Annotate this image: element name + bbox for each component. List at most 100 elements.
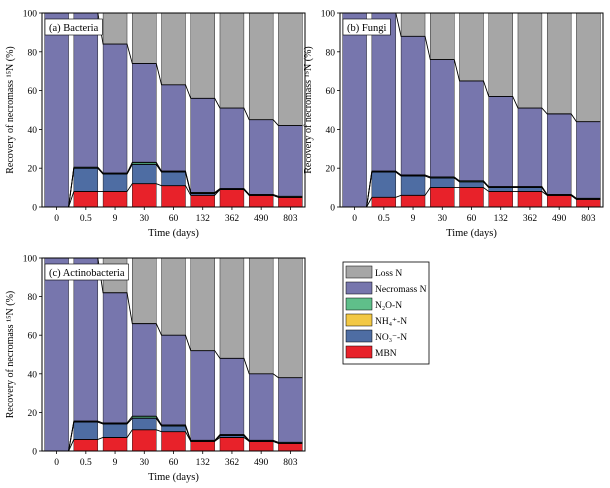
bar-segment-lossn-60 — [161, 12, 186, 85]
bar-segment-lossn-60 — [459, 12, 484, 82]
bar-segment-necromassn-0.5 — [371, 12, 397, 172]
bar-segment-non-60 — [161, 171, 186, 186]
bar-segment-necromassn-132 — [190, 98, 215, 193]
bar-segment-lossn-132 — [190, 12, 215, 99]
x-tick-label: 30 — [140, 214, 150, 224]
y-tick-label: 100 — [23, 255, 38, 265]
bar-segment-non-60 — [459, 181, 484, 188]
bar-segment-mbn-490 — [248, 195, 274, 208]
legend-swatch-necro — [345, 281, 373, 295]
x-tick-label: 0.5 — [80, 214, 92, 224]
legend-label-no3: NO₃⁻-N — [375, 333, 407, 343]
panel-fungi: 0 20 40 60 80 100 0 0.5 9 30 60 132 362 490 803 Time (d… — [303, 10, 604, 239]
bar-segment-necromassn-490 — [248, 373, 274, 441]
connector-line-nhn — [44, 163, 303, 208]
bar-segment-lossn-362 — [219, 12, 245, 109]
y-axis-label: Recovery of necromass ¹⁵N (%) — [303, 46, 314, 174]
bar-segment-non-0.5 — [371, 171, 397, 198]
bar-segment-necromassn-362 — [517, 107, 543, 187]
bar-segment-mbn-0.5 — [371, 197, 397, 208]
x-axis-label: Time (days) — [446, 228, 497, 239]
bar-segment-mbn-9 — [102, 437, 128, 452]
bar-segment-mbn-132 — [190, 441, 215, 452]
bar-segment-non-0.5 — [73, 421, 99, 440]
x-tick-label: 132 — [196, 214, 211, 224]
bar-segment-lossn-490 — [248, 257, 274, 375]
connector-line-nhn — [342, 171, 601, 208]
bar-segment-mbn-9 — [400, 195, 426, 208]
bar-segment-lossn-132 — [190, 257, 215, 351]
bar-segment-lossn-362 — [219, 257, 245, 359]
x-tick-label: 30 — [438, 214, 448, 224]
connector-line-non — [342, 170, 601, 208]
bar-segment-non-0.5 — [73, 167, 99, 192]
bar-segment-necromassn-0.5 — [73, 12, 99, 168]
bar-segment-mbn-60 — [459, 187, 484, 208]
bar-segment-necromassn-362 — [219, 358, 245, 435]
bar-segment-necromassn-132 — [190, 350, 215, 441]
bar-segment-necromassn-30 — [132, 63, 157, 163]
x-tick-label: 490 — [552, 214, 567, 224]
x-tick-label: 30 — [140, 458, 150, 468]
bar-segment-necromassn-0.5 — [73, 257, 99, 422]
x-tick-label: 60 — [169, 214, 179, 224]
y-tick-label: 60 — [28, 87, 38, 97]
legend-swatch-n2o — [345, 297, 373, 311]
bar-segment-lossn-30 — [430, 12, 455, 60]
bar-segment-lossn-60 — [161, 257, 186, 336]
bar-segment-lossn-30 — [132, 12, 157, 64]
x-tick-label: 132 — [494, 214, 509, 224]
legend: Loss N Necromass N N₂O-N NH₄⁺-N NO₃⁻-N MBN — [342, 261, 430, 365]
bar-segment-non-30 — [132, 417, 157, 430]
x-tick-label: 9 — [113, 458, 118, 468]
x-axis-label: Time (days) — [148, 228, 199, 239]
y-tick-label: 0 — [330, 204, 335, 214]
bar-segment-necromassn-60 — [161, 335, 186, 426]
y-tick-label: 40 — [28, 126, 38, 136]
x-tick-label: 0 — [54, 458, 59, 468]
bar-segment-mbn-803 — [576, 199, 601, 208]
bar-segment-mbn-60 — [161, 185, 186, 208]
x-tick-label: 490 — [254, 458, 269, 468]
panel-title-box — [44, 263, 129, 281]
bar-segment-non-60 — [161, 425, 186, 432]
panel-title: (b) Fungi — [347, 23, 386, 34]
bar-segment-necromassn-30 — [132, 323, 157, 417]
x-tick-label: 60 — [169, 458, 179, 468]
y-tick-label: 100 — [321, 10, 336, 20]
bar-segment-necromassn-30 — [430, 59, 455, 178]
bar-segment-non-362 — [517, 187, 543, 192]
y-tick-label: 40 — [28, 370, 38, 380]
connector-line-non — [44, 415, 303, 452]
bar-segment-lossn-490 — [546, 12, 572, 115]
legend-label-mbn: MBN — [375, 349, 397, 359]
y-tick-label: 40 — [326, 126, 336, 136]
x-tick-label: 803 — [283, 214, 298, 224]
x-tick-label: 60 — [467, 214, 477, 224]
bar-segment-lossn-803 — [278, 257, 303, 378]
bar-segment-mbn-132 — [488, 191, 513, 208]
bar-segment-necromassn-803 — [278, 125, 303, 197]
bar-segment-mbn-30 — [132, 429, 157, 452]
y-axis-label: Recovery of necromass ¹⁵N (%) — [5, 46, 16, 174]
x-tick-label: 0 — [54, 214, 59, 224]
x-axis-label: Time (days) — [148, 472, 199, 483]
panel-bacteria: 0 20 40 60 80 100 0 0.5 9 30 60 132 362 490 803 Time (d… — [5, 10, 306, 239]
x-tick-label: 362 — [225, 214, 240, 224]
bar-segment-necromassn-9 — [400, 36, 426, 176]
bar-segment-mbn-490 — [248, 441, 274, 452]
x-tick-label: 803 — [581, 214, 596, 224]
bar-segment-lossn-9 — [400, 12, 426, 37]
y-tick-label: 80 — [326, 48, 336, 58]
bar-segment-mbn-30 — [430, 187, 455, 208]
bar-segment-mbn-60 — [161, 431, 186, 452]
bar-segment-necromassn-0 — [342, 12, 367, 208]
connector-line-non — [44, 161, 303, 208]
y-tick-label: 80 — [28, 293, 38, 303]
bar-segment-mbn-490 — [546, 195, 572, 208]
y-axis-label: Recovery of necromass ¹⁵N (%) — [5, 291, 16, 419]
legend-swatch-mbn — [345, 345, 373, 359]
x-tick-label: 9 — [411, 214, 416, 224]
y-tick-label: 100 — [23, 10, 38, 20]
